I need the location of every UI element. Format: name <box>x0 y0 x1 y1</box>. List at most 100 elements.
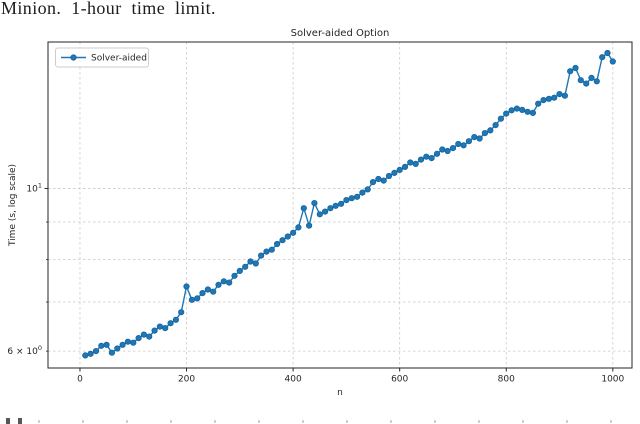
chart-title: Solver-aided Option <box>291 28 390 39</box>
data-point-marker <box>220 278 227 285</box>
clipped-glyph-top <box>6 418 10 424</box>
x-tick-label: 400 <box>285 375 302 385</box>
data-point-marker <box>215 281 222 288</box>
data-point-marker <box>140 331 147 338</box>
data-point-marker <box>162 324 169 332</box>
data-point-marker <box>439 146 446 153</box>
data-point-marker <box>289 229 297 236</box>
data-point-marker <box>503 110 510 117</box>
data-point-marker <box>236 267 243 274</box>
data-point-marker <box>551 94 558 101</box>
data-point-marker <box>604 49 611 57</box>
data-point-marker <box>172 316 179 323</box>
data-point-marker <box>583 80 590 87</box>
data-point-marker <box>98 342 105 349</box>
y-minor-tick-label: 6 × 100 <box>7 344 42 357</box>
data-point-marker <box>210 288 217 295</box>
data-point-marker <box>231 272 238 279</box>
data-point-marker <box>252 260 259 267</box>
solver-aided-chart: 0 200 400 600 800 1000 101 6 × 100 Solver-aided … <box>7 28 633 398</box>
data-point-marker <box>508 107 515 114</box>
legend-marker-sample <box>70 54 77 61</box>
data-point-marker <box>279 237 286 244</box>
data-point-marker <box>391 169 398 176</box>
data-point-marker <box>455 140 462 148</box>
data-point-marker <box>385 172 393 180</box>
data-point-marker <box>476 135 483 142</box>
data-point-marker <box>519 106 526 114</box>
data-point-marker <box>167 320 174 327</box>
data-point-marker <box>300 205 307 212</box>
data-point-marker <box>348 195 355 202</box>
x-tick-label: 200 <box>178 375 195 385</box>
data-point-marker <box>529 109 537 117</box>
data-point-marker <box>593 78 600 85</box>
paper-caption-fragment: Minion. 1-hour time limit. <box>1 0 216 18</box>
data-point-marker <box>204 286 211 293</box>
data-point-marker <box>146 333 153 340</box>
data-point-marker <box>396 166 403 173</box>
data-point-marker <box>311 200 318 207</box>
data-point-marker <box>444 147 451 155</box>
data-point-marker <box>567 68 574 75</box>
data-point-marker <box>433 150 441 157</box>
data-point-marker <box>135 334 142 342</box>
data-point-marker <box>92 347 100 355</box>
data-point-marker <box>572 64 579 72</box>
clipped-glyph-top <box>18 418 22 424</box>
data-point-marker <box>449 145 457 152</box>
data-point-marker <box>359 189 366 196</box>
data-point-marker <box>103 341 110 348</box>
data-point-marker <box>375 175 382 183</box>
data-point-marker <box>487 127 494 134</box>
data-point-marker <box>321 208 329 215</box>
data-point-marker <box>545 95 553 102</box>
data-point-marker <box>327 205 334 212</box>
data-point-marker <box>353 193 361 200</box>
data-point-marker <box>471 134 478 141</box>
data-point-marker <box>305 222 313 229</box>
data-point-marker <box>556 91 563 98</box>
axes-spines <box>47 41 633 369</box>
data-point-marker <box>577 77 584 84</box>
y-axis-label: Time (s, log scale) <box>8 164 18 247</box>
data-point-marker <box>401 163 409 170</box>
data-point-marker <box>226 279 233 286</box>
data-point-marker <box>242 263 249 270</box>
data-point-marker <box>119 341 126 348</box>
data-point-marker <box>194 295 201 302</box>
data-point-marker <box>364 186 371 193</box>
legend-label: Solver-aided <box>91 54 147 64</box>
data-point-marker <box>130 339 137 346</box>
data-point-marker <box>561 92 569 99</box>
data-point-marker <box>188 296 195 303</box>
data-point-marker <box>369 179 377 186</box>
data-point-marker <box>412 160 419 167</box>
data-point-marker <box>87 350 94 357</box>
data-point-marker <box>332 202 339 209</box>
x-axis-label: n <box>337 388 343 398</box>
legend-box <box>55 47 149 68</box>
data-point-marker <box>428 155 435 162</box>
y-major-tick-label: 101 <box>26 181 42 194</box>
data-point-marker <box>407 159 414 166</box>
clipped-glyph-row <box>38 420 618 423</box>
data-point-marker <box>588 74 595 82</box>
data-point-marker <box>599 54 606 61</box>
data-point-marker <box>263 248 270 255</box>
data-point-marker <box>284 233 291 240</box>
x-tick-label: 800 <box>498 375 515 385</box>
x-tick-label: 0 <box>77 375 83 385</box>
data-point-marker <box>337 200 345 207</box>
data-point-marker <box>492 122 499 129</box>
data-point-marker <box>183 283 190 290</box>
data-point-marker <box>535 100 542 107</box>
data-point-marker <box>178 309 185 316</box>
data-point-marker <box>540 97 547 104</box>
data-point-marker <box>343 197 350 204</box>
data-point-marker <box>497 115 504 122</box>
data-point-marker <box>114 345 121 352</box>
data-point-marker <box>481 130 488 137</box>
data-point-marker <box>199 289 206 297</box>
clipped-text-remnant <box>0 417 640 424</box>
